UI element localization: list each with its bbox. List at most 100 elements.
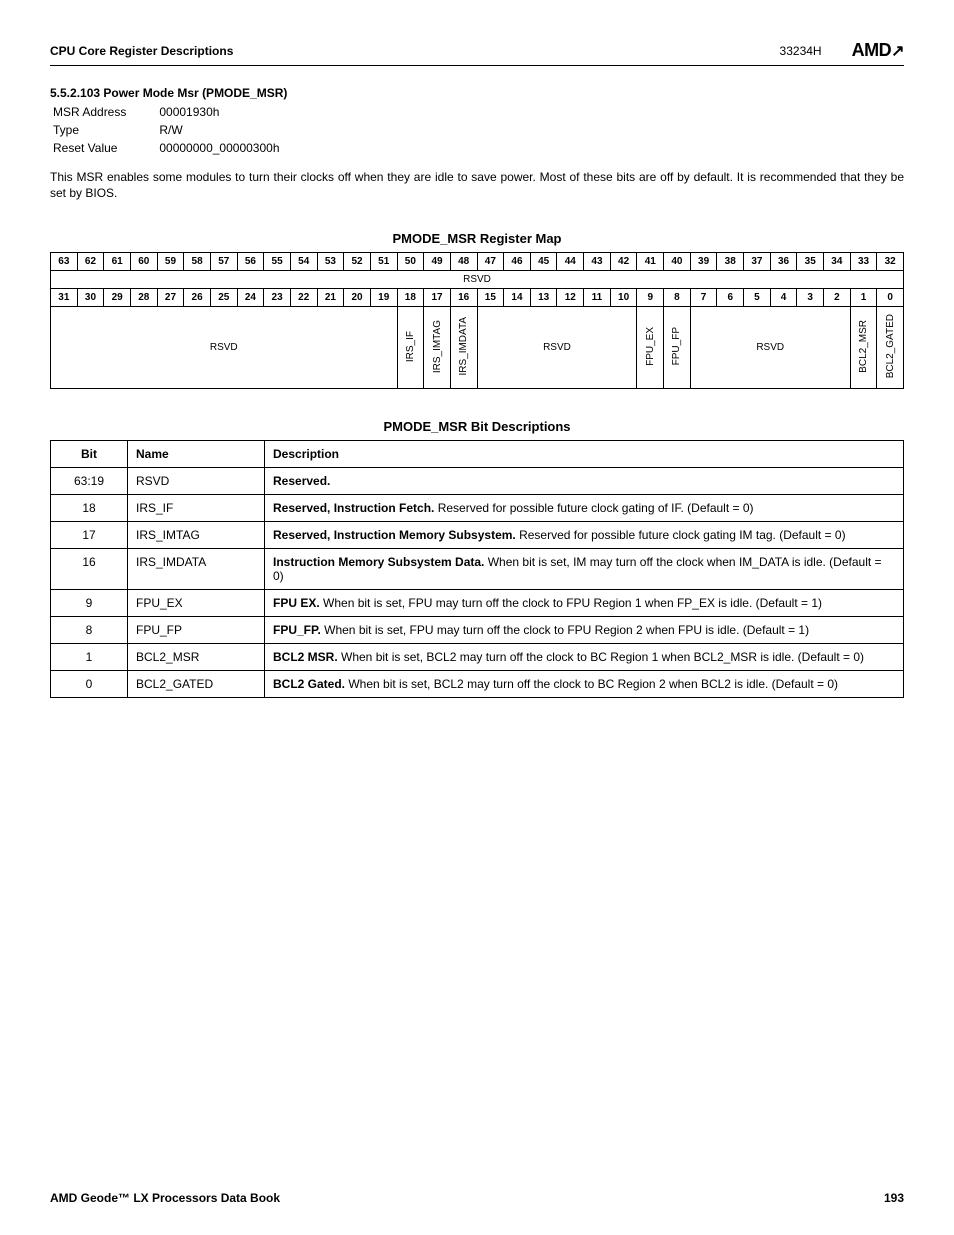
regmap-bit-header: 41 bbox=[637, 253, 664, 271]
footer-page: 193 bbox=[884, 1191, 904, 1205]
section-title: 5.5.2.103 Power Mode Msr (PMODE_MSR) bbox=[50, 86, 904, 100]
bit-description-table: Bit Name Description 63:19RSVDReserved.1… bbox=[50, 440, 904, 698]
bitdesc-name: IRS_IF bbox=[128, 495, 265, 522]
regmap-bit-header: 11 bbox=[584, 289, 611, 307]
regmap-bit-header: 62 bbox=[77, 253, 104, 271]
regmap-bit-header: 30 bbox=[77, 289, 104, 307]
regmap-bit-header: 56 bbox=[237, 253, 264, 271]
reset-label: Reset Value bbox=[52, 140, 156, 156]
type-label: Type bbox=[52, 122, 156, 138]
regmap-bit-header: 19 bbox=[370, 289, 397, 307]
regmap-bit-header: 25 bbox=[210, 289, 237, 307]
regmap-bit-header: 47 bbox=[477, 253, 504, 271]
regmap-bit-header: 49 bbox=[424, 253, 451, 271]
bitdesc-row: 63:19RSVDReserved. bbox=[51, 468, 904, 495]
regmap-field: RSVD bbox=[51, 307, 398, 389]
regmap-field: IRS_IMTAG bbox=[424, 307, 451, 389]
bitdesc-title: PMODE_MSR Bit Descriptions bbox=[50, 419, 904, 434]
regmap-bit-header: 32 bbox=[877, 253, 904, 271]
regmap-bit-header: 0 bbox=[877, 289, 904, 307]
type-value: R/W bbox=[158, 122, 280, 138]
bitdesc-name: RSVD bbox=[128, 468, 265, 495]
bitdesc-header-bit: Bit bbox=[51, 441, 128, 468]
regmap-bit-header: 55 bbox=[264, 253, 291, 271]
bitdesc-row: 16IRS_IMDATAInstruction Memory Subsystem… bbox=[51, 549, 904, 590]
regmap-bit-header: 22 bbox=[290, 289, 317, 307]
regmap-bit-header: 39 bbox=[690, 253, 717, 271]
regmap-bit-header: 58 bbox=[184, 253, 211, 271]
amd-logo: AMD↗ bbox=[852, 40, 904, 61]
bitdesc-desc: BCL2 MSR. When bit is set, BCL2 may turn… bbox=[265, 644, 904, 671]
regmap-bit-header: 60 bbox=[130, 253, 157, 271]
bitdesc-header-desc: Description bbox=[265, 441, 904, 468]
regmap-title: PMODE_MSR Register Map bbox=[50, 231, 904, 246]
section-description: This MSR enables some modules to turn th… bbox=[50, 170, 904, 201]
regmap-bit-header: 26 bbox=[184, 289, 211, 307]
regmap-bit-header: 54 bbox=[290, 253, 317, 271]
msr-address-label: MSR Address bbox=[52, 104, 156, 120]
bitdesc-desc: FPU_FP. When bit is set, FPU may turn of… bbox=[265, 617, 904, 644]
regmap-bit-header: 43 bbox=[584, 253, 611, 271]
regmap-bit-header: 13 bbox=[530, 289, 557, 307]
register-map-table: 6362616059585756555453525150494847464544… bbox=[50, 252, 904, 389]
regmap-bit-header: 28 bbox=[130, 289, 157, 307]
regmap-bit-header: 16 bbox=[450, 289, 477, 307]
regmap-field: BCL2_MSR bbox=[850, 307, 877, 389]
page-footer: AMD Geode™ LX Processors Data Book 193 bbox=[50, 1191, 904, 1205]
regmap-bit-header: 36 bbox=[770, 253, 797, 271]
bitdesc-name: BCL2_MSR bbox=[128, 644, 265, 671]
bitdesc-row: 0BCL2_GATEDBCL2 Gated. When bit is set, … bbox=[51, 671, 904, 698]
msr-address-value: 00001930h bbox=[158, 104, 280, 120]
regmap-bit-header: 27 bbox=[157, 289, 184, 307]
regmap-bit-header: 31 bbox=[51, 289, 78, 307]
regmap-field: FPU_EX bbox=[637, 307, 664, 389]
regmap-bit-header: 14 bbox=[504, 289, 531, 307]
regmap-bit-header: 50 bbox=[397, 253, 424, 271]
bitdesc-row: 1BCL2_MSRBCL2 MSR. When bit is set, BCL2… bbox=[51, 644, 904, 671]
header-right: 33234H AMD↗ bbox=[780, 40, 904, 61]
regmap-field: IRS_IMDATA bbox=[450, 307, 477, 389]
regmap-bit-header: 9 bbox=[637, 289, 664, 307]
regmap-bit-header: 18 bbox=[397, 289, 424, 307]
regmap-bit-header: 46 bbox=[504, 253, 531, 271]
bitdesc-bit: 17 bbox=[51, 522, 128, 549]
regmap-bit-header: 57 bbox=[210, 253, 237, 271]
footer-left: AMD Geode™ LX Processors Data Book bbox=[50, 1191, 280, 1205]
bitdesc-bit: 63:19 bbox=[51, 468, 128, 495]
bitdesc-bit: 18 bbox=[51, 495, 128, 522]
page-header: CPU Core Register Descriptions 33234H AM… bbox=[50, 40, 904, 66]
register-info-table: MSR Address 00001930h Type R/W Reset Val… bbox=[50, 102, 283, 158]
bitdesc-desc: Instruction Memory Subsystem Data. When … bbox=[265, 549, 904, 590]
regmap-bit-header: 42 bbox=[610, 253, 637, 271]
regmap-bit-header: 61 bbox=[104, 253, 131, 271]
bitdesc-row: 8FPU_FPFPU_FP. When bit is set, FPU may … bbox=[51, 617, 904, 644]
bitdesc-desc: Reserved. bbox=[265, 468, 904, 495]
regmap-bit-header: 6 bbox=[717, 289, 744, 307]
regmap-bit-header: 21 bbox=[317, 289, 344, 307]
regmap-bit-header: 17 bbox=[424, 289, 451, 307]
regmap-bit-header: 59 bbox=[157, 253, 184, 271]
regmap-bit-header: 3 bbox=[797, 289, 824, 307]
regmap-bit-header: 48 bbox=[450, 253, 477, 271]
regmap-bit-header: 7 bbox=[690, 289, 717, 307]
regmap-row1-label: RSVD bbox=[51, 271, 904, 289]
bitdesc-bit: 16 bbox=[51, 549, 128, 590]
regmap-bit-header: 24 bbox=[237, 289, 264, 307]
bitdesc-header-name: Name bbox=[128, 441, 265, 468]
regmap-field: IRS_IF bbox=[397, 307, 424, 389]
regmap-bit-header: 12 bbox=[557, 289, 584, 307]
regmap-bit-header: 29 bbox=[104, 289, 131, 307]
regmap-field: BCL2_GATED bbox=[877, 307, 904, 389]
bitdesc-name: FPU_FP bbox=[128, 617, 265, 644]
regmap-bit-header: 45 bbox=[530, 253, 557, 271]
regmap-bit-header: 1 bbox=[850, 289, 877, 307]
regmap-field: RSVD bbox=[690, 307, 850, 389]
regmap-bit-header: 52 bbox=[344, 253, 371, 271]
bitdesc-bit: 0 bbox=[51, 671, 128, 698]
regmap-bit-header: 20 bbox=[344, 289, 371, 307]
regmap-bit-header: 37 bbox=[744, 253, 771, 271]
regmap-field: RSVD bbox=[477, 307, 637, 389]
bitdesc-bit: 9 bbox=[51, 590, 128, 617]
regmap-bit-header: 51 bbox=[370, 253, 397, 271]
bitdesc-name: BCL2_GATED bbox=[128, 671, 265, 698]
